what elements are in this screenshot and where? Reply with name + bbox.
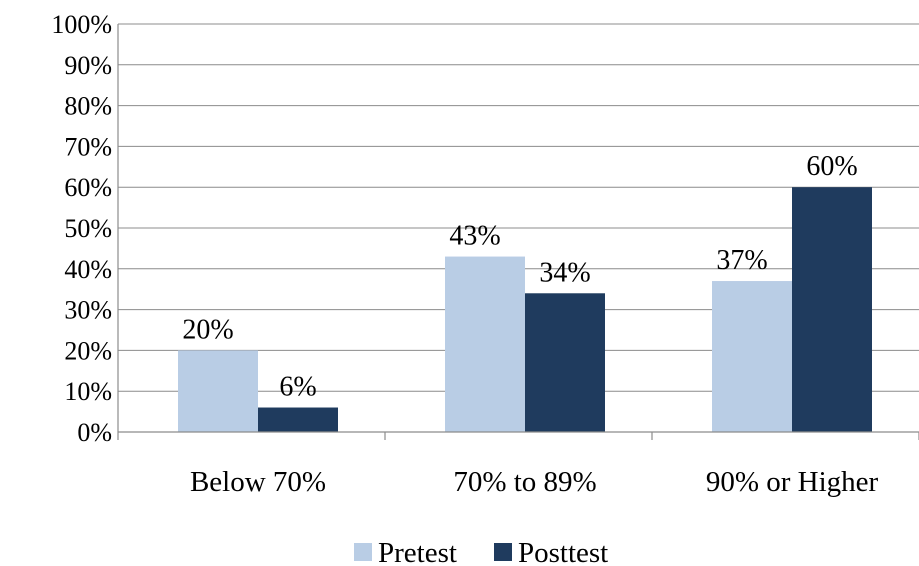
legend-swatch	[354, 543, 372, 561]
x-axis-category-labels: Below 70% 70% to 89% 90% or Higher	[190, 466, 879, 498]
y-tick-label: 10%	[64, 377, 112, 406]
bar-posttest-1	[258, 407, 338, 432]
y-tick-label: 40%	[64, 255, 112, 284]
y-tick-label: 100%	[51, 10, 112, 39]
legend-item-pretest: Pretest	[354, 537, 457, 566]
legend-item-posttest: Posttest	[494, 537, 608, 566]
y-tick-label: 50%	[64, 214, 112, 243]
data-label: 20%	[182, 314, 233, 345]
x-axis	[117, 24, 919, 440]
y-tick-label: 80%	[64, 92, 112, 121]
y-tick-label: 20%	[64, 336, 112, 365]
bars	[178, 187, 872, 432]
bar-posttest-2	[525, 293, 605, 432]
data-label: 37%	[716, 245, 767, 276]
y-tick-label: 60%	[64, 173, 112, 202]
data-label: 43%	[449, 221, 500, 252]
legend-swatch	[494, 543, 512, 561]
bar-pretest-2	[445, 256, 525, 432]
x-category-label: 90% or Higher	[706, 466, 879, 498]
data-labels: 20% 6% 43% 34% 37% 60%	[182, 151, 857, 402]
data-label: 6%	[279, 372, 316, 403]
legend-label: Pretest	[378, 537, 457, 566]
y-axis-tick-labels: 0% 10% 20% 30% 40% 50% 60% 70% 80% 90% 100%	[51, 10, 112, 447]
data-label: 34%	[539, 257, 590, 288]
bar-pretest-1	[178, 350, 258, 432]
bar-pretest-3	[712, 281, 792, 432]
y-tick-label: 30%	[64, 296, 112, 325]
y-tick-label: 90%	[64, 51, 112, 80]
bar-posttest-3	[792, 187, 872, 432]
x-category-label: 70% to 89%	[453, 466, 596, 498]
x-category-label: Below 70%	[190, 466, 326, 498]
data-label: 60%	[806, 151, 857, 182]
y-tick-label: 0%	[77, 418, 112, 447]
legend: Pretest Posttest	[354, 537, 608, 566]
y-tick-label: 70%	[64, 132, 112, 161]
legend-label: Posttest	[518, 537, 608, 566]
